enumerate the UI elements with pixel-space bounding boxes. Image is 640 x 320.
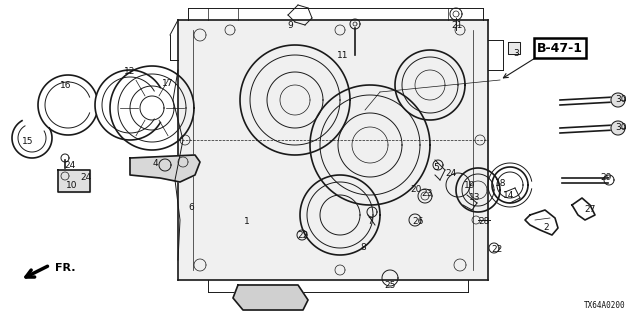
Text: 24: 24 (81, 173, 92, 182)
Text: 19: 19 (464, 180, 476, 189)
Text: 22: 22 (298, 231, 308, 241)
Text: 16: 16 (60, 81, 72, 90)
Text: 24: 24 (445, 169, 456, 178)
Text: 4: 4 (152, 158, 158, 167)
Text: 15: 15 (22, 138, 34, 147)
Text: 26: 26 (412, 218, 424, 227)
Text: 10: 10 (67, 180, 77, 189)
Text: 5: 5 (433, 164, 439, 172)
Text: 6: 6 (188, 203, 194, 212)
Text: 30: 30 (615, 95, 627, 105)
Text: 29: 29 (600, 173, 612, 182)
Text: 9: 9 (287, 21, 293, 30)
Polygon shape (58, 170, 90, 192)
Polygon shape (508, 42, 520, 54)
Text: 2: 2 (543, 223, 549, 233)
Text: 28: 28 (478, 217, 490, 226)
Text: 8: 8 (360, 244, 366, 252)
Text: 7: 7 (367, 218, 373, 227)
Text: 14: 14 (503, 190, 515, 199)
Text: 23: 23 (421, 188, 433, 197)
Text: 13: 13 (469, 193, 481, 202)
Polygon shape (611, 121, 625, 135)
Text: 30: 30 (615, 124, 627, 132)
Text: B-47-1: B-47-1 (537, 42, 583, 54)
Text: TX64A0200: TX64A0200 (584, 301, 625, 310)
Text: FR.: FR. (55, 263, 76, 273)
Text: 21: 21 (451, 20, 463, 29)
Polygon shape (130, 155, 200, 182)
Text: 1: 1 (244, 217, 250, 226)
Text: 17: 17 (163, 78, 173, 87)
Text: 11: 11 (337, 52, 349, 60)
Polygon shape (611, 93, 625, 107)
Text: 25: 25 (384, 281, 396, 290)
Text: 12: 12 (124, 68, 136, 76)
Text: 24: 24 (65, 161, 76, 170)
Text: 3: 3 (513, 49, 519, 58)
Text: 27: 27 (584, 205, 596, 214)
Polygon shape (233, 285, 308, 310)
Text: 18: 18 (495, 179, 507, 188)
Text: 22: 22 (492, 244, 502, 253)
Polygon shape (178, 20, 488, 280)
Text: 20: 20 (410, 185, 422, 194)
